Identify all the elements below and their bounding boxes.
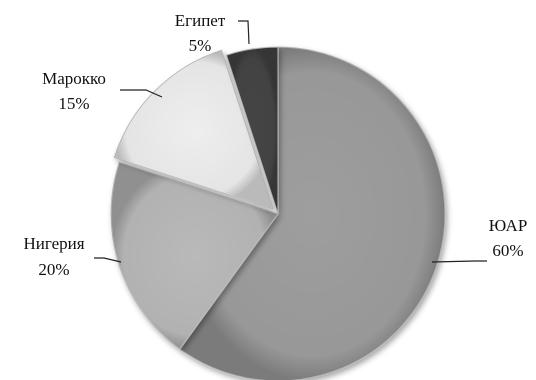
- pie-slice-nigeria: [110, 161, 279, 350]
- label-group-marokko: Марокко 15%: [42, 69, 163, 113]
- slice-label-egipet: Египет: [175, 11, 226, 30]
- label-group-nigeria: Нигерия 20%: [23, 234, 122, 279]
- slice-value-yuar: 60%: [492, 241, 523, 260]
- pie-slice-bevel-marokko: [113, 49, 274, 210]
- leader-line-nigeria: [94, 257, 122, 263]
- leader-line-egipet: [238, 20, 250, 45]
- leader-line-marokko: [120, 89, 163, 98]
- pie-slice-marokko: [113, 49, 274, 210]
- slice-label-marokko: Марокко: [42, 69, 106, 88]
- pie-slice-bevel-egipet: [225, 46, 279, 215]
- slice-label-yuar: ЮАР: [489, 216, 528, 235]
- label-group-yuar: ЮАР 60%: [431, 216, 528, 263]
- pie-slice-egipet: [225, 46, 279, 215]
- slice-value-egipet: 5%: [189, 36, 212, 55]
- label-group-egipet: Египет 5%: [175, 11, 250, 55]
- pie-slices: [110, 46, 446, 380]
- slice-value-marokko: 15%: [58, 94, 89, 113]
- slice-label-nigeria: Нигерия: [23, 234, 84, 253]
- pie-slice-bevel-nigeria: [110, 161, 279, 350]
- leader-line-yuar: [431, 260, 487, 263]
- slice-value-nigeria: 20%: [38, 260, 69, 279]
- pie-slice-yuar: [179, 46, 446, 380]
- pie-slice-bevel-yuar: [179, 46, 446, 380]
